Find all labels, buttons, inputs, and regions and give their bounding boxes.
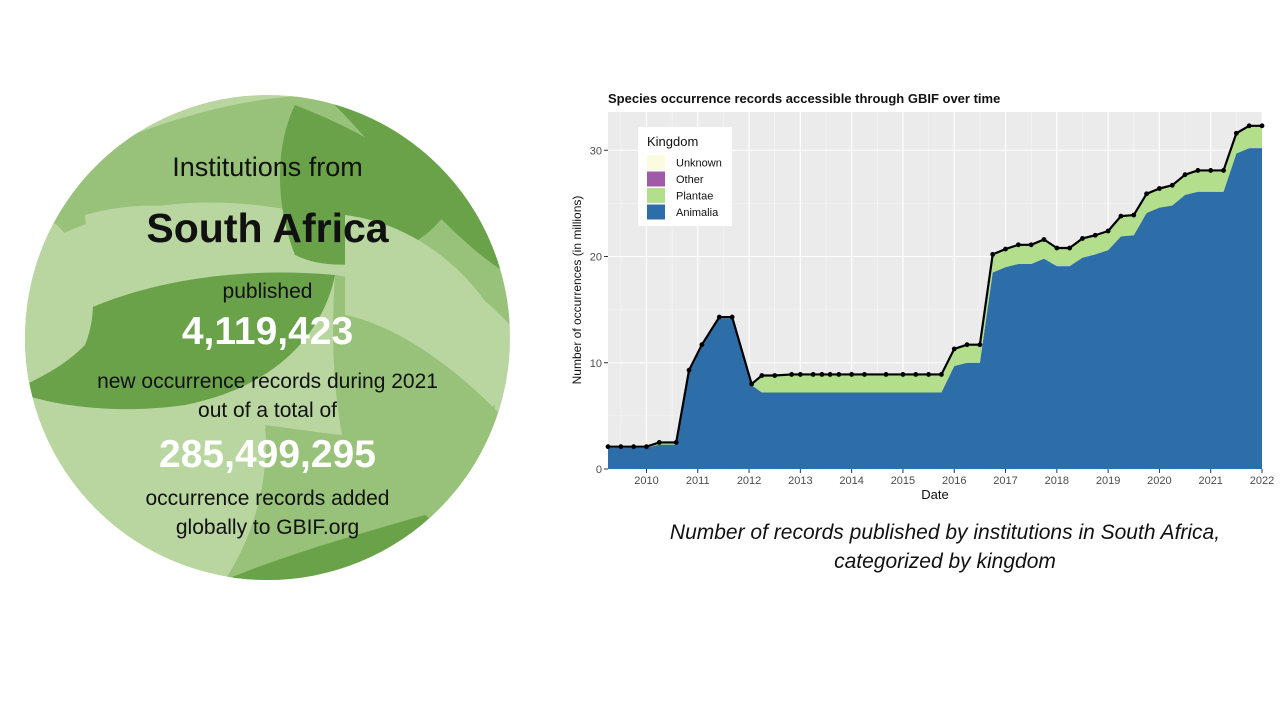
total-point [1259, 123, 1265, 129]
total-point [729, 314, 735, 320]
total-point [939, 372, 944, 377]
chart-legend: Kingdom Unknown Other Plantae Animalia [638, 127, 732, 226]
total-point [631, 444, 637, 450]
out-of-total-label: out of a total of [198, 399, 337, 422]
total-point [1105, 228, 1111, 234]
total-point [1118, 213, 1124, 219]
total-point [686, 367, 692, 373]
chart-title: Species occurrence records accessible th… [608, 91, 1000, 106]
y-tick-label: 0 [596, 464, 602, 476]
total-point [951, 346, 957, 352]
chart-caption: Number of records published by instituti… [669, 521, 1221, 573]
total-point [1169, 182, 1175, 188]
total-point [644, 444, 649, 450]
x-tick-label: 2022 [1250, 475, 1274, 487]
total-point [810, 372, 816, 377]
total-records-description-line1: occurrence records added [145, 487, 390, 510]
x-tick-label: 2021 [1198, 475, 1222, 487]
total-point [862, 372, 867, 377]
total-point [819, 372, 825, 377]
y-tick-label: 30 [590, 145, 602, 157]
total-point [1208, 168, 1214, 173]
total-point [913, 372, 919, 377]
y-tick-label: 20 [590, 252, 602, 264]
y-axis-label: Number of occurrences (in millions) [570, 196, 584, 385]
legend-swatch-other [647, 171, 665, 187]
total-point [1195, 168, 1201, 173]
x-tick-label: 2013 [788, 475, 812, 487]
total-point [618, 444, 624, 450]
circle-background [25, 95, 510, 580]
total-point [1054, 245, 1060, 251]
total-records-count: 285,499,295 [159, 433, 376, 476]
x-tick-label: 2018 [1045, 475, 1069, 487]
total-point [849, 372, 855, 377]
occurrence-chart: Species occurrence records accessible th… [570, 91, 1274, 502]
total-point [900, 372, 906, 377]
total-point [827, 372, 833, 377]
total-point [977, 342, 983, 348]
total-point [699, 342, 705, 348]
legend-swatch-unknown [647, 155, 665, 170]
x-tick-label: 2014 [839, 475, 863, 487]
infographic-circle: Institutions from South Africa published… [25, 95, 510, 580]
total-point [883, 372, 889, 377]
total-point [1221, 168, 1226, 173]
x-tick-label: 2016 [942, 475, 966, 487]
legend-label-other: Other [676, 174, 704, 186]
total-point [964, 342, 970, 348]
area-animalia [608, 148, 1262, 469]
x-tick-label: 2010 [634, 475, 658, 487]
legend-label-animalia: Animalia [676, 207, 719, 219]
legend-title: Kingdom [647, 134, 698, 149]
x-tick-label: 2019 [1096, 475, 1120, 487]
legend-swatch-animalia [647, 204, 665, 220]
country-name: South Africa [146, 205, 389, 251]
total-point [1233, 130, 1239, 136]
x-tick-label: 2012 [737, 475, 761, 487]
total-point [1246, 123, 1252, 129]
total-point [1157, 186, 1162, 191]
new-records-description: new occurrence records during 2021 [97, 370, 438, 393]
x-tick-label: 2020 [1147, 475, 1171, 487]
x-axis-label: Date [921, 487, 948, 502]
legend-label-plantae: Plantae [676, 191, 713, 203]
total-point [1080, 236, 1085, 241]
total-point [749, 381, 755, 387]
total-point [1092, 232, 1098, 238]
x-tick-label: 2011 [686, 475, 710, 487]
total-point [1067, 245, 1073, 251]
total-point [759, 373, 765, 378]
y-tick-label: 10 [590, 358, 602, 370]
total-point [1144, 191, 1149, 197]
total-point [1028, 242, 1034, 248]
total-point [605, 444, 611, 450]
total-point [1182, 172, 1188, 178]
new-records-count: 4,119,423 [181, 310, 354, 353]
x-tick-label: 2017 [993, 475, 1017, 487]
total-point [797, 372, 803, 377]
total-point [1015, 242, 1021, 248]
total-point [1131, 212, 1137, 218]
legend-label-unknown: Unknown [676, 158, 722, 170]
total-point [673, 440, 679, 445]
total-records-description-line2: globally to GBIF.org [175, 516, 360, 539]
total-point [926, 372, 931, 377]
total-point [990, 251, 996, 257]
total-point [716, 314, 722, 320]
total-point [1041, 237, 1047, 242]
total-point [656, 440, 662, 445]
area-plantae [608, 125, 1262, 448]
total-point [836, 372, 842, 377]
total-point [789, 372, 795, 377]
published-label: published [222, 280, 313, 303]
legend-swatch-plantae [647, 188, 665, 203]
x-tick-label: 2015 [891, 475, 915, 487]
total-point [1003, 246, 1008, 252]
intro-text: Institutions from [172, 152, 363, 182]
total-point [772, 373, 778, 378]
